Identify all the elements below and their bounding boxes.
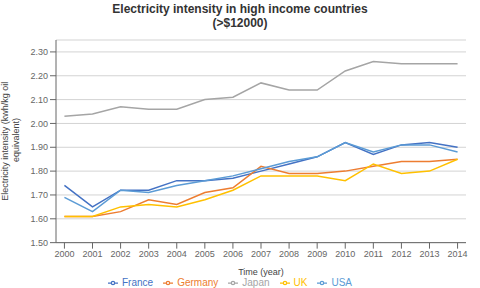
- svg-text:2013: 2013: [419, 249, 439, 259]
- svg-text:2012: 2012: [391, 249, 411, 259]
- svg-text:2.30: 2.30: [30, 47, 48, 57]
- svg-text:2007: 2007: [251, 249, 271, 259]
- svg-text:2001: 2001: [82, 249, 102, 259]
- svg-text:2.20: 2.20: [30, 71, 48, 81]
- svg-text:1.80: 1.80: [30, 166, 48, 176]
- svg-text:1.50: 1.50: [30, 238, 48, 248]
- svg-text:2008: 2008: [279, 249, 299, 259]
- svg-text:2000: 2000: [54, 249, 74, 259]
- svg-text:2002: 2002: [111, 249, 131, 259]
- svg-text:2014: 2014: [448, 249, 468, 259]
- svg-text:2003: 2003: [139, 249, 159, 259]
- html-text:Japan: Japan: [242, 276, 270, 288]
- svg-text:2010: 2010: [335, 249, 355, 259]
- svg-text:Electricity intensity (kwh/kg: Electricity intensity (kwh/kg oil equiva…: [8, 82, 21, 201]
- svg-text:2.10: 2.10: [30, 95, 48, 105]
- svg-text:1.60: 1.60: [30, 214, 48, 224]
- svg-text:Time (year): Time (year): [238, 267, 284, 277]
- svg-text:2.00: 2.00: [30, 119, 48, 129]
- html-text:Electricity intensity in high: Electricity intensity in high income cou…: [112, 2, 368, 16]
- svg-text:1.90: 1.90: [30, 142, 48, 152]
- html-text:Germany: Germany: [177, 276, 219, 288]
- svg-text:2005: 2005: [195, 249, 215, 259]
- html-text:France: France: [122, 276, 154, 288]
- svg-text:1.70: 1.70: [30, 190, 48, 200]
- svg-text:2009: 2009: [307, 249, 327, 259]
- svg-text:2006: 2006: [223, 249, 243, 259]
- html-text:(>$12000): (>$12000): [212, 16, 268, 30]
- svg-text:2011: 2011: [364, 249, 383, 259]
- html-text:UK: UK: [293, 276, 308, 288]
- html-text:USA: USA: [331, 276, 352, 288]
- svg-text:2004: 2004: [167, 249, 187, 259]
